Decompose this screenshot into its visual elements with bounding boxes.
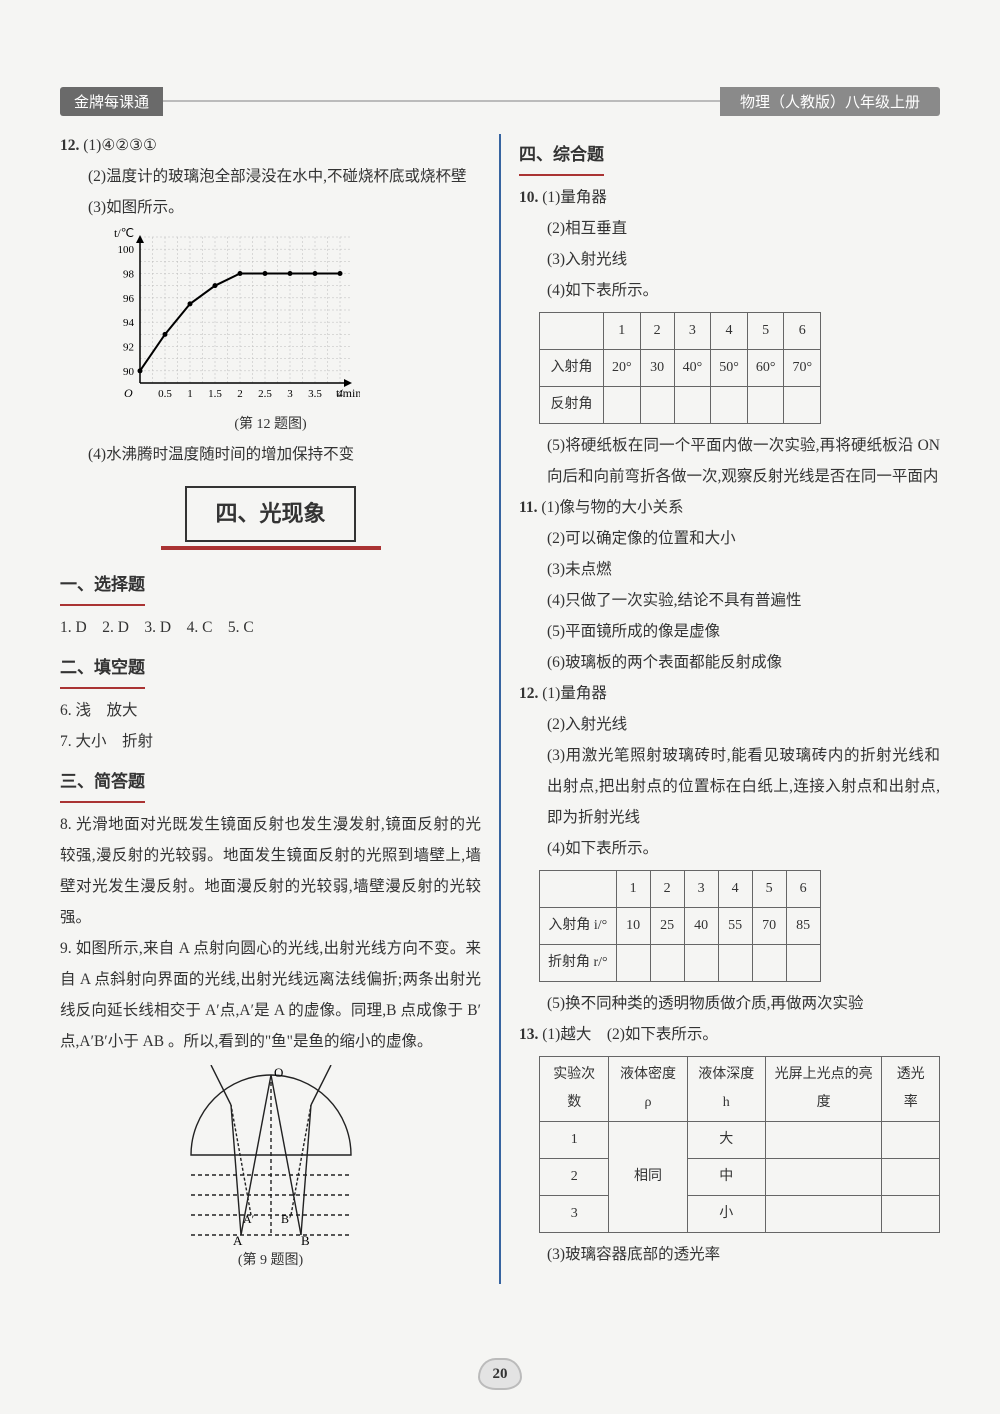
page-number: 20 xyxy=(478,1358,522,1390)
fig9-A: A xyxy=(233,1233,243,1245)
fig9-O: O xyxy=(274,1065,283,1080)
q12-chart-caption: (第 12 题图) xyxy=(60,411,481,439)
r-q11-p2: (2)可以确定像的位置和大小 xyxy=(519,523,940,554)
section-box: 四、光现象 xyxy=(60,486,481,550)
section-underline xyxy=(161,546,381,550)
svg-text:O: O xyxy=(124,386,133,400)
column-divider xyxy=(499,134,501,1284)
sub-s3: 三、简答题 xyxy=(60,765,145,803)
r-q10-num: 10. xyxy=(519,189,538,206)
r-q11-p1: (1)像与物的大小关系 xyxy=(541,499,683,516)
r-q12-p4: (4)如下表所示。 xyxy=(519,833,940,864)
svg-text:t/℃: t/℃ xyxy=(114,227,134,240)
q12-p1: (1)④②③① xyxy=(83,137,157,154)
r-q13-p3: (3)玻璃容器底部的透光率 xyxy=(519,1239,940,1270)
s1-line: 1. D 2. D 3. D 4. C 5. C xyxy=(60,612,481,643)
svg-text:98: 98 xyxy=(123,269,135,281)
q12-table: 123456入射角 i/°102540557085折射角 r/° xyxy=(539,870,821,982)
q13-table: 实验次数液体密度 ρ液体深度 h光屏上光点的亮度透光率1相同大2中3小 xyxy=(539,1056,940,1233)
svg-text:3: 3 xyxy=(287,388,293,400)
section-title: 四、光现象 xyxy=(185,486,355,542)
q9: 9. 如图所示,来自 A 点射向圆心的光线,出射光线方向不变。来自 A 点斜射向… xyxy=(60,933,481,1057)
r-q11-p3: (3)未点燃 xyxy=(519,554,940,585)
fig9-B: B xyxy=(301,1233,310,1245)
q8: 8. 光滑地面对光既发生镜面反射也发生漫发射,镜面反射的光较强,漫反射的光较弱。… xyxy=(60,809,481,933)
r-q12-num: 12. xyxy=(519,685,538,702)
q12-p2: (2)温度计的玻璃泡全部浸没在水中,不碰烧杯底或烧杯壁 xyxy=(60,161,481,192)
svg-text:3.5: 3.5 xyxy=(308,388,322,400)
r-q11-num: 11. xyxy=(519,499,538,516)
r-q12-p2: (2)入射光线 xyxy=(519,709,940,740)
svg-text:1: 1 xyxy=(187,388,193,400)
r-q11-p5: (5)平面镜所成的像是虚像 xyxy=(519,616,940,647)
right-column: 四、综合题 10. (1)量角器 (2)相互垂直 (3)入射光线 (4)如下表所… xyxy=(519,130,940,1284)
header-right-badge: 物理（人教版）八年级上册 xyxy=(720,87,940,116)
r-q10-p2: (2)相互垂直 xyxy=(519,213,940,244)
r-q11-p4: (4)只做了一次实验,结论不具有普遍性 xyxy=(519,585,940,616)
q12-num: 12. xyxy=(60,137,79,154)
q12-chart: 90929496981000.511.522.533.54t/℃t/minO xyxy=(100,227,360,407)
r-q10-p5: (5)将硬纸板在同一个平面内做一次实验,再将硬纸板沿 ON 向后和向前弯折各做一… xyxy=(519,430,940,492)
q6: 6. 浅 放大 xyxy=(60,695,481,726)
r-q10-p4: (4)如下表所示。 xyxy=(519,275,940,306)
sub-s4: 四、综合题 xyxy=(519,138,604,176)
r-q12-p5: (5)换不同种类的透明物质做介质,再做两次实验 xyxy=(519,988,940,1019)
svg-text:0.5: 0.5 xyxy=(158,388,172,400)
q12-p4: (4)水沸腾时温度随时间的增加保持不变 xyxy=(60,439,481,470)
sub-s2: 二、填空题 xyxy=(60,651,145,689)
r-q13-p1: (1)越大 (2)如下表所示。 xyxy=(542,1026,718,1043)
q12-p3: (3)如图所示。 xyxy=(60,192,481,223)
r-q10-p1: (1)量角器 xyxy=(542,189,607,206)
r-q13-num: 13. xyxy=(519,1026,538,1043)
svg-text:100: 100 xyxy=(118,244,135,256)
svg-text:94: 94 xyxy=(123,317,135,329)
fig9-caption: (第 9 题图) xyxy=(60,1247,481,1275)
svg-text:92: 92 xyxy=(123,342,134,354)
fig9-Bp: B′ xyxy=(281,1212,292,1226)
header-line xyxy=(163,100,720,102)
fig9-Ap: A′ xyxy=(243,1212,255,1226)
svg-text:96: 96 xyxy=(123,293,135,305)
q7: 7. 大小 折射 xyxy=(60,726,481,757)
r-q12-p1: (1)量角器 xyxy=(542,685,607,702)
header-left-badge: 金牌每课通 xyxy=(60,87,163,116)
r-q10-p3: (3)入射光线 xyxy=(519,244,940,275)
r-q11-p6: (6)玻璃板的两个表面都能反射成像 xyxy=(519,647,940,678)
r-q12-p3: (3)用激光笔照射玻璃砖时,能看见玻璃砖内的折射光线和出射点,把出射点的位置标在… xyxy=(519,740,940,833)
sub-s1: 一、选择题 xyxy=(60,568,145,606)
svg-text:1.5: 1.5 xyxy=(208,388,222,400)
svg-text:t/min: t/min xyxy=(336,386,360,400)
svg-text:2: 2 xyxy=(237,388,243,400)
fig9: O A B A′ B′ xyxy=(181,1065,361,1245)
left-column: 12. (1)④②③① (2)温度计的玻璃泡全部浸没在水中,不碰烧杯底或烧杯壁 … xyxy=(60,130,481,1284)
q10-table: 123456入射角20°3040°50°60°70°反射角 xyxy=(539,312,821,424)
svg-text:2.5: 2.5 xyxy=(258,388,272,400)
svg-text:90: 90 xyxy=(123,366,135,378)
header-bar: 金牌每课通 物理（人教版）八年级上册 xyxy=(60,86,940,116)
